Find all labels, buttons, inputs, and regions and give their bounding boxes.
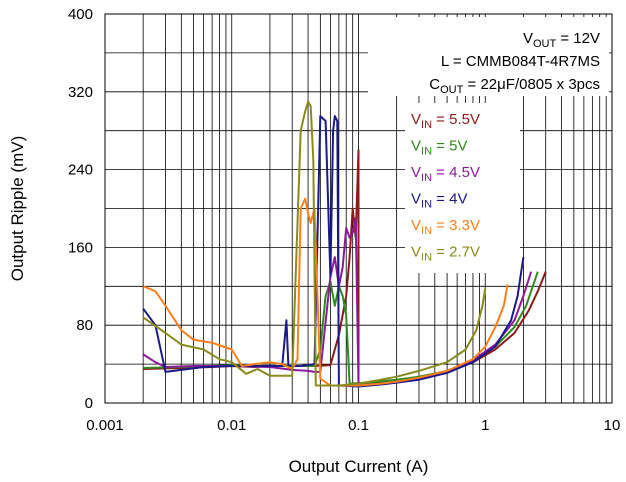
y-tick-label: 400 <box>68 6 93 23</box>
x-tick-label: 0.001 <box>86 417 124 434</box>
legend-entry-sub: IN <box>421 119 432 131</box>
y-tick-label: 320 <box>68 84 93 101</box>
y-tick-label: 240 <box>68 162 93 179</box>
legend-entry-rest: = 4V <box>432 191 467 208</box>
legend-entry-rest: = 5.5V <box>432 111 480 128</box>
legend-entry-sub: IN <box>421 225 432 237</box>
cout-sub: OUT <box>440 84 464 96</box>
y-tick-label: 80 <box>76 317 93 334</box>
x-tick-label: 0.1 <box>348 417 369 434</box>
y-tick-label: 0 <box>85 395 93 412</box>
inductor-note: L = CMMB084T-4R7MS <box>441 53 600 70</box>
x-tick-label: 1 <box>481 417 489 434</box>
legend-entry-main: V <box>411 191 421 208</box>
legend-entry-rest: = 2.7V <box>432 244 480 261</box>
legend-entry-rest: = 4.5V <box>432 164 480 181</box>
vout-main: V <box>523 30 533 47</box>
x-tick-label: 0.01 <box>217 417 246 434</box>
legend-entry-main: V <box>411 244 421 261</box>
cout-main: C <box>429 76 440 93</box>
cout-rest: = 22μF/0805 x 3pcs <box>463 76 600 93</box>
legend-entry-main: V <box>411 164 421 181</box>
y-tick-label: 160 <box>68 239 93 256</box>
legend-entry-main: V <box>411 138 421 155</box>
legend-entry-rest: = 3.3V <box>432 217 480 234</box>
x-axis-label: Output Current (A) <box>289 457 429 476</box>
legend-entry-sub: IN <box>421 146 432 158</box>
legend-entry-sub: IN <box>421 252 432 264</box>
vout-rest: = 12V <box>556 30 600 47</box>
legend-entry-rest: = 5V <box>432 138 467 155</box>
condition-annotation: VOUT = 12V L = CMMB084T-4R7MS COUT = 22μ… <box>368 17 609 96</box>
legend-entry-main: V <box>411 111 421 128</box>
y-axis-label: Output Ripple (mV) <box>8 136 27 282</box>
x-tick-label: 10 <box>604 417 621 434</box>
legend-entry-sub: IN <box>421 199 432 211</box>
legend-entry-main: V <box>411 217 421 234</box>
vout-sub: OUT <box>533 38 557 50</box>
legend-entry-sub: IN <box>421 172 432 184</box>
